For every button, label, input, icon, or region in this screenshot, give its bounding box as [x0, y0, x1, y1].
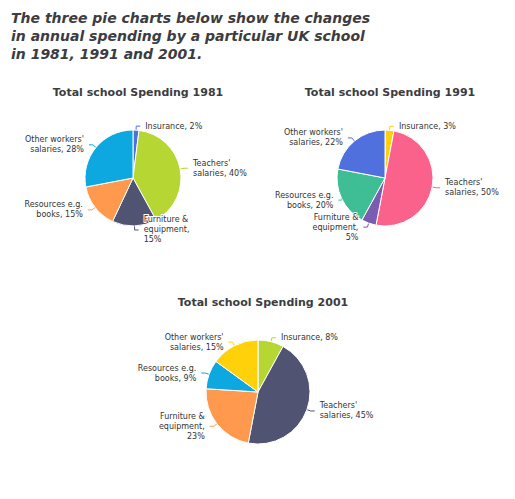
svg-text:books, 9%: books, 9%: [155, 374, 197, 383]
svg-text:salaries, 22%: salaries, 22%: [289, 138, 343, 147]
svg-text:Insurance, 3%: Insurance, 3%: [399, 122, 456, 131]
svg-text:equipment,: equipment,: [313, 223, 359, 232]
svg-text:salaries, 28%: salaries, 28%: [30, 145, 84, 154]
svg-text:in 1981, 1991 and 2001.: in 1981, 1991 and 2001.: [11, 46, 202, 62]
svg-text:Total school Spending 1991: Total school Spending 1991: [305, 86, 475, 99]
svg-text:Teachers': Teachers': [192, 159, 230, 168]
svg-text:Teachers': Teachers': [444, 178, 482, 187]
svg-text:Total school Spending 2001: Total school Spending 2001: [178, 296, 348, 309]
svg-text:Total school Spending 1981: Total school Spending 1981: [53, 86, 223, 99]
svg-text:Other workers': Other workers': [25, 135, 84, 144]
svg-text:Other workers': Other workers': [284, 128, 343, 137]
svg-text:15%: 15%: [144, 235, 162, 244]
svg-text:salaries, 50%: salaries, 50%: [445, 188, 499, 197]
svg-text:23%: 23%: [187, 432, 205, 441]
svg-text:salaries, 45%: salaries, 45%: [320, 411, 374, 420]
svg-text:Furniture &: Furniture &: [160, 412, 205, 421]
svg-text:salaries, 40%: salaries, 40%: [193, 169, 247, 178]
svg-text:equipment,: equipment,: [159, 422, 205, 431]
svg-text:books, 15%: books, 15%: [36, 210, 83, 219]
svg-text:Insurance, 8%: Insurance, 8%: [281, 333, 338, 342]
svg-text:The three pie charts below sho: The three pie charts below show the chan…: [11, 10, 370, 26]
svg-text:in annual spending by a partic: in annual spending by a particular UK sc…: [11, 28, 365, 44]
svg-text:Resources e.g.: Resources e.g.: [138, 364, 196, 373]
svg-text:equipment,: equipment,: [144, 225, 190, 234]
svg-text:Furniture &: Furniture &: [144, 215, 189, 224]
svg-text:books, 20%: books, 20%: [287, 201, 334, 210]
svg-text:Resources e.g.: Resources e.g.: [275, 191, 333, 200]
svg-text:Other workers': Other workers': [165, 333, 224, 342]
svg-text:Teachers': Teachers': [319, 401, 357, 410]
svg-text:Insurance, 2%: Insurance, 2%: [145, 122, 202, 131]
svg-text:Furniture &: Furniture &: [314, 213, 359, 222]
svg-text:salaries, 15%: salaries, 15%: [170, 343, 224, 352]
svg-text:5%: 5%: [346, 233, 359, 242]
svg-text:Resources e.g.: Resources e.g.: [24, 200, 82, 209]
